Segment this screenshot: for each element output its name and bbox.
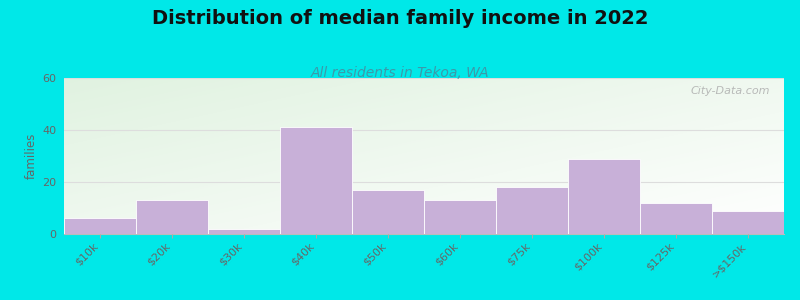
Bar	[424, 200, 496, 234]
Y-axis label: families: families	[25, 133, 38, 179]
Bar	[712, 211, 784, 234]
Bar	[64, 218, 136, 234]
Bar	[352, 190, 424, 234]
Bar	[208, 229, 280, 234]
Bar	[640, 203, 712, 234]
Bar	[280, 128, 352, 234]
Text: Distribution of median family income in 2022: Distribution of median family income in …	[152, 9, 648, 28]
Bar	[496, 187, 568, 234]
Text: City-Data.com: City-Data.com	[690, 86, 770, 96]
Bar	[568, 159, 640, 234]
Bar	[136, 200, 208, 234]
Text: All residents in Tekoa, WA: All residents in Tekoa, WA	[310, 66, 490, 80]
